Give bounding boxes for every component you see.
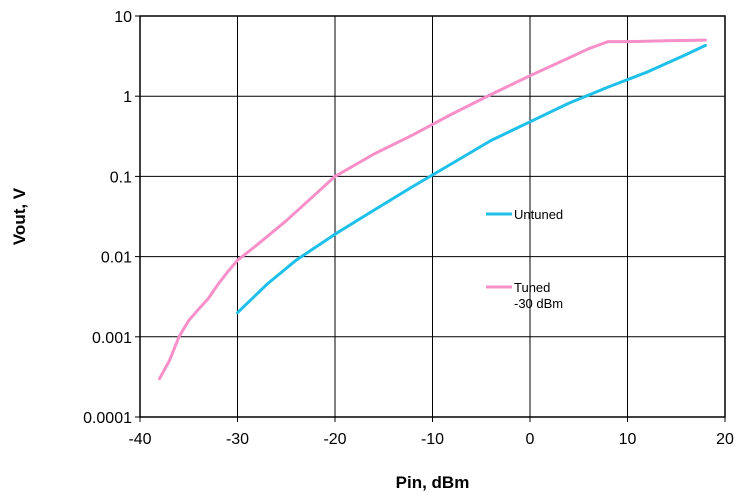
x-tick-label: -20 (323, 431, 346, 448)
legend-label-tuned: Tuned -30 dBm (514, 280, 563, 311)
series-line-untuned (236, 43, 707, 315)
y-tick-label: 1 (123, 89, 132, 106)
legend-label-line: -30 dBm (514, 296, 563, 311)
y-tick-label: 0.1 (110, 169, 132, 186)
y-tick-label: 0.0001 (83, 410, 132, 427)
x-tick-label: 0 (526, 431, 535, 448)
series-line-tuned (158, 38, 707, 381)
y-tick-label: 0.001 (92, 330, 132, 347)
y-tick-label: 0.01 (101, 250, 132, 267)
legend-label-untuned: Untuned (514, 207, 563, 222)
x-tick-label: -40 (128, 431, 151, 448)
x-tick-label: -10 (421, 431, 444, 448)
axes: -40 -30 -20 -10 0 10 20 0.0001 0.001 0.01 0.1 1 10 Pi… (10, 9, 734, 492)
series-layer (158, 38, 707, 381)
plot-area-border (139, 15, 726, 418)
legend: Untuned Tuned -30 dBm (486, 207, 563, 311)
x-tick-label: 10 (619, 431, 637, 448)
legend-label-line: Untuned (514, 207, 563, 222)
y-axis-title: Vout, V (10, 187, 29, 245)
x-tick-label: -30 (226, 431, 249, 448)
legend-label-line: Tuned (514, 280, 550, 295)
x-tick-label: 20 (716, 431, 734, 448)
x-axis-title: Pin, dBm (396, 473, 470, 492)
y-tick-label: 10 (114, 9, 132, 26)
